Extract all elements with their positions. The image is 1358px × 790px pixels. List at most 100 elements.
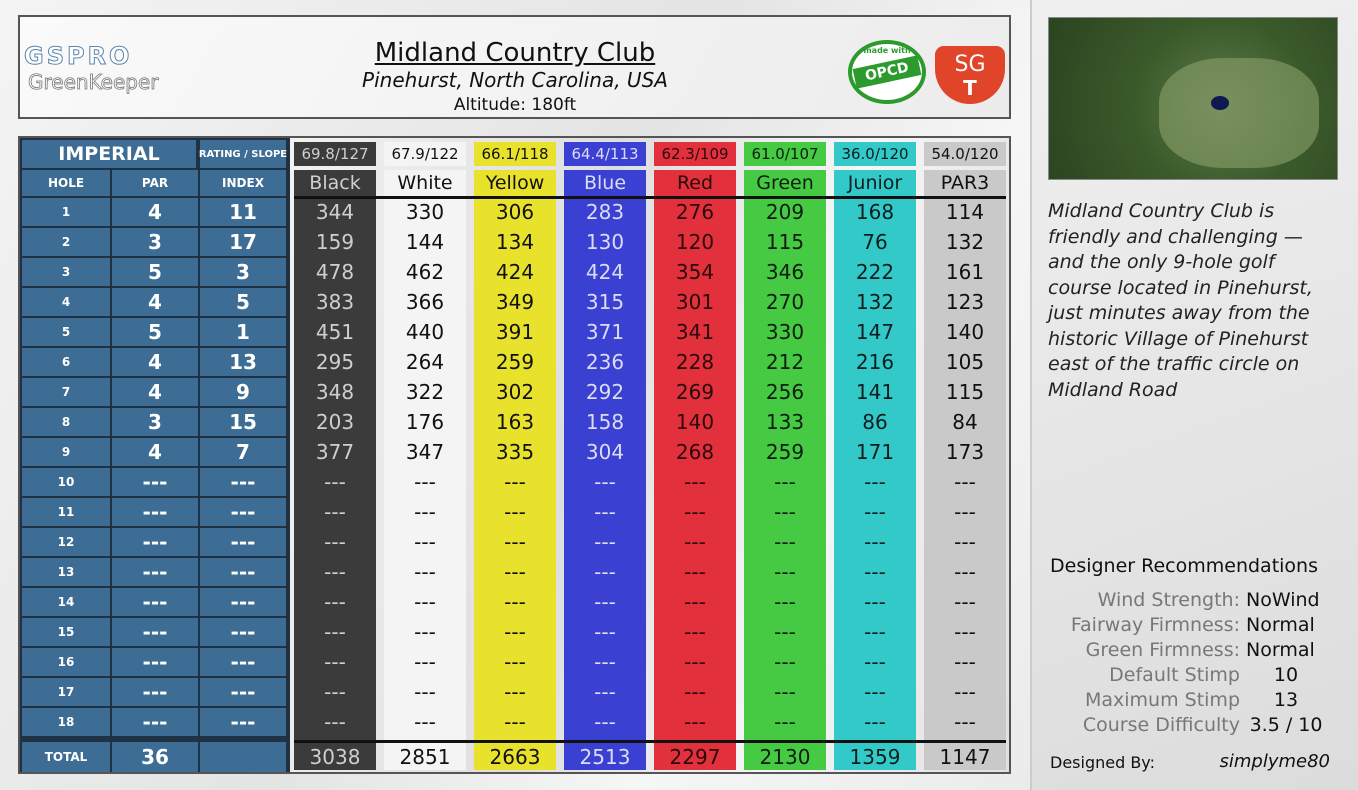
- tee-yardage: ---: [504, 680, 526, 704]
- tee-yardage: 114: [945, 200, 985, 224]
- tee-yardage: ---: [684, 680, 706, 704]
- tee-yardage: 295: [315, 350, 355, 374]
- tee-yardage: ---: [504, 710, 526, 734]
- unit-label: IMPERIAL: [22, 140, 196, 168]
- tee-yardage: ---: [324, 710, 346, 734]
- tee-yardage: ---: [324, 620, 346, 644]
- tee-band: [834, 170, 916, 770]
- tee-name: PAR3: [940, 172, 990, 194]
- recommendation-label: Green Firmness:: [1085, 639, 1240, 661]
- par-value: ---: [112, 618, 198, 646]
- tee-yardage: 315: [585, 290, 625, 314]
- index-value: ---: [200, 528, 286, 556]
- tee-yardage: ---: [324, 500, 346, 524]
- designer-name: simplyme80: [1219, 751, 1330, 772]
- recommendation-value: 10: [1273, 664, 1299, 686]
- tee-band: [294, 170, 376, 770]
- index-value: ---: [200, 498, 286, 526]
- tee-yardage: 335: [495, 440, 535, 464]
- badge-text: OPCD: [852, 55, 922, 89]
- hole-number: 11: [22, 498, 110, 526]
- tee-yardage: ---: [864, 710, 886, 734]
- tee-yardage: 140: [675, 410, 715, 434]
- tee-band: [564, 170, 646, 770]
- tee-yardage: 424: [495, 260, 535, 284]
- tee-yardage: 306: [495, 200, 535, 224]
- index-value: ---: [200, 678, 286, 706]
- index-value: 7: [200, 438, 286, 466]
- tee-yardage: 133: [765, 410, 805, 434]
- tee-yardage: 140: [945, 320, 985, 344]
- tee-yardage: ---: [864, 680, 886, 704]
- tee-yardage: 292: [585, 380, 625, 404]
- index-value: ---: [200, 588, 286, 616]
- tee-yardage: 236: [585, 350, 625, 374]
- tee-yardage: ---: [504, 650, 526, 674]
- hole-number: 16: [22, 648, 110, 676]
- par-value: 4: [112, 378, 198, 406]
- tee-yardage: 115: [765, 230, 805, 254]
- recommendation-value: Normal: [1246, 639, 1315, 661]
- rating-header: RATING / SLOPE: [199, 140, 287, 168]
- tee-yardage: ---: [414, 560, 436, 584]
- tee-yardage: ---: [594, 470, 616, 494]
- tee-band: [744, 170, 826, 770]
- tee-yardage: ---: [324, 560, 346, 584]
- tee-total: 2513: [579, 745, 631, 769]
- par-value: 4: [112, 288, 198, 316]
- par-value: ---: [112, 468, 198, 496]
- par-value: ---: [112, 498, 198, 526]
- tee-yardage: ---: [954, 620, 976, 644]
- tee-yardage: ---: [684, 470, 706, 494]
- index-value: 13: [200, 348, 286, 376]
- tee-yardage: ---: [684, 530, 706, 554]
- index-value: 3: [200, 258, 286, 286]
- tee-yardage: 366: [405, 290, 445, 314]
- tee-yardage: 171: [855, 440, 895, 464]
- tee-yardage: 209: [765, 200, 805, 224]
- index-value: ---: [200, 468, 286, 496]
- tee-name: Blue: [583, 172, 627, 194]
- hole-number: 9: [22, 438, 110, 466]
- index-value: 15: [200, 408, 286, 436]
- tee-band: [384, 170, 466, 770]
- tee-yardage: 158: [585, 410, 625, 434]
- tee-yardage: 346: [765, 260, 805, 284]
- index-total: [200, 742, 286, 772]
- sgt-bottom: T: [963, 76, 977, 100]
- par-value: ---: [112, 528, 198, 556]
- hole-number: 2: [22, 228, 110, 256]
- tee-total: 3038: [309, 745, 361, 769]
- tee-yardage: ---: [954, 560, 976, 584]
- tee-yardage: ---: [324, 650, 346, 674]
- tee-yardage: 144: [405, 230, 445, 254]
- tee-yardage: 86: [862, 410, 888, 434]
- tee-name: Black: [309, 172, 361, 194]
- index-value: 17: [200, 228, 286, 256]
- recommendation-label: Wind Strength:: [1097, 589, 1240, 611]
- tee-yardage: ---: [774, 530, 796, 554]
- index-value: ---: [200, 558, 286, 586]
- total-label: TOTAL: [22, 742, 110, 772]
- recommendation-label: Course Difficulty: [1082, 714, 1240, 736]
- tee-total: 1147: [939, 745, 991, 769]
- tee-yardage: 222: [855, 260, 895, 284]
- tee-yardage: ---: [504, 590, 526, 614]
- tee-rating: 66.1/118: [474, 142, 556, 166]
- hole-number: 1: [22, 198, 110, 226]
- tee-yardage: ---: [684, 560, 706, 584]
- tee-yardage: ---: [774, 500, 796, 524]
- course-location: Pinehurst, North Carolina, USA: [362, 68, 668, 92]
- recommendation-value: NoWind: [1246, 589, 1320, 611]
- tee-yardage: 440: [405, 320, 445, 344]
- header-box: [18, 15, 1011, 119]
- tee-yardage: ---: [504, 530, 526, 554]
- tee-yardage: ---: [864, 560, 886, 584]
- tee-yardage: ---: [954, 530, 976, 554]
- tee-yardage: 330: [765, 320, 805, 344]
- index-value: 5: [200, 288, 286, 316]
- tee-rating: 36.0/120: [834, 142, 916, 166]
- tee-yardage: ---: [414, 620, 436, 644]
- tee-yardage: 173: [945, 440, 985, 464]
- hole-number: 17: [22, 678, 110, 706]
